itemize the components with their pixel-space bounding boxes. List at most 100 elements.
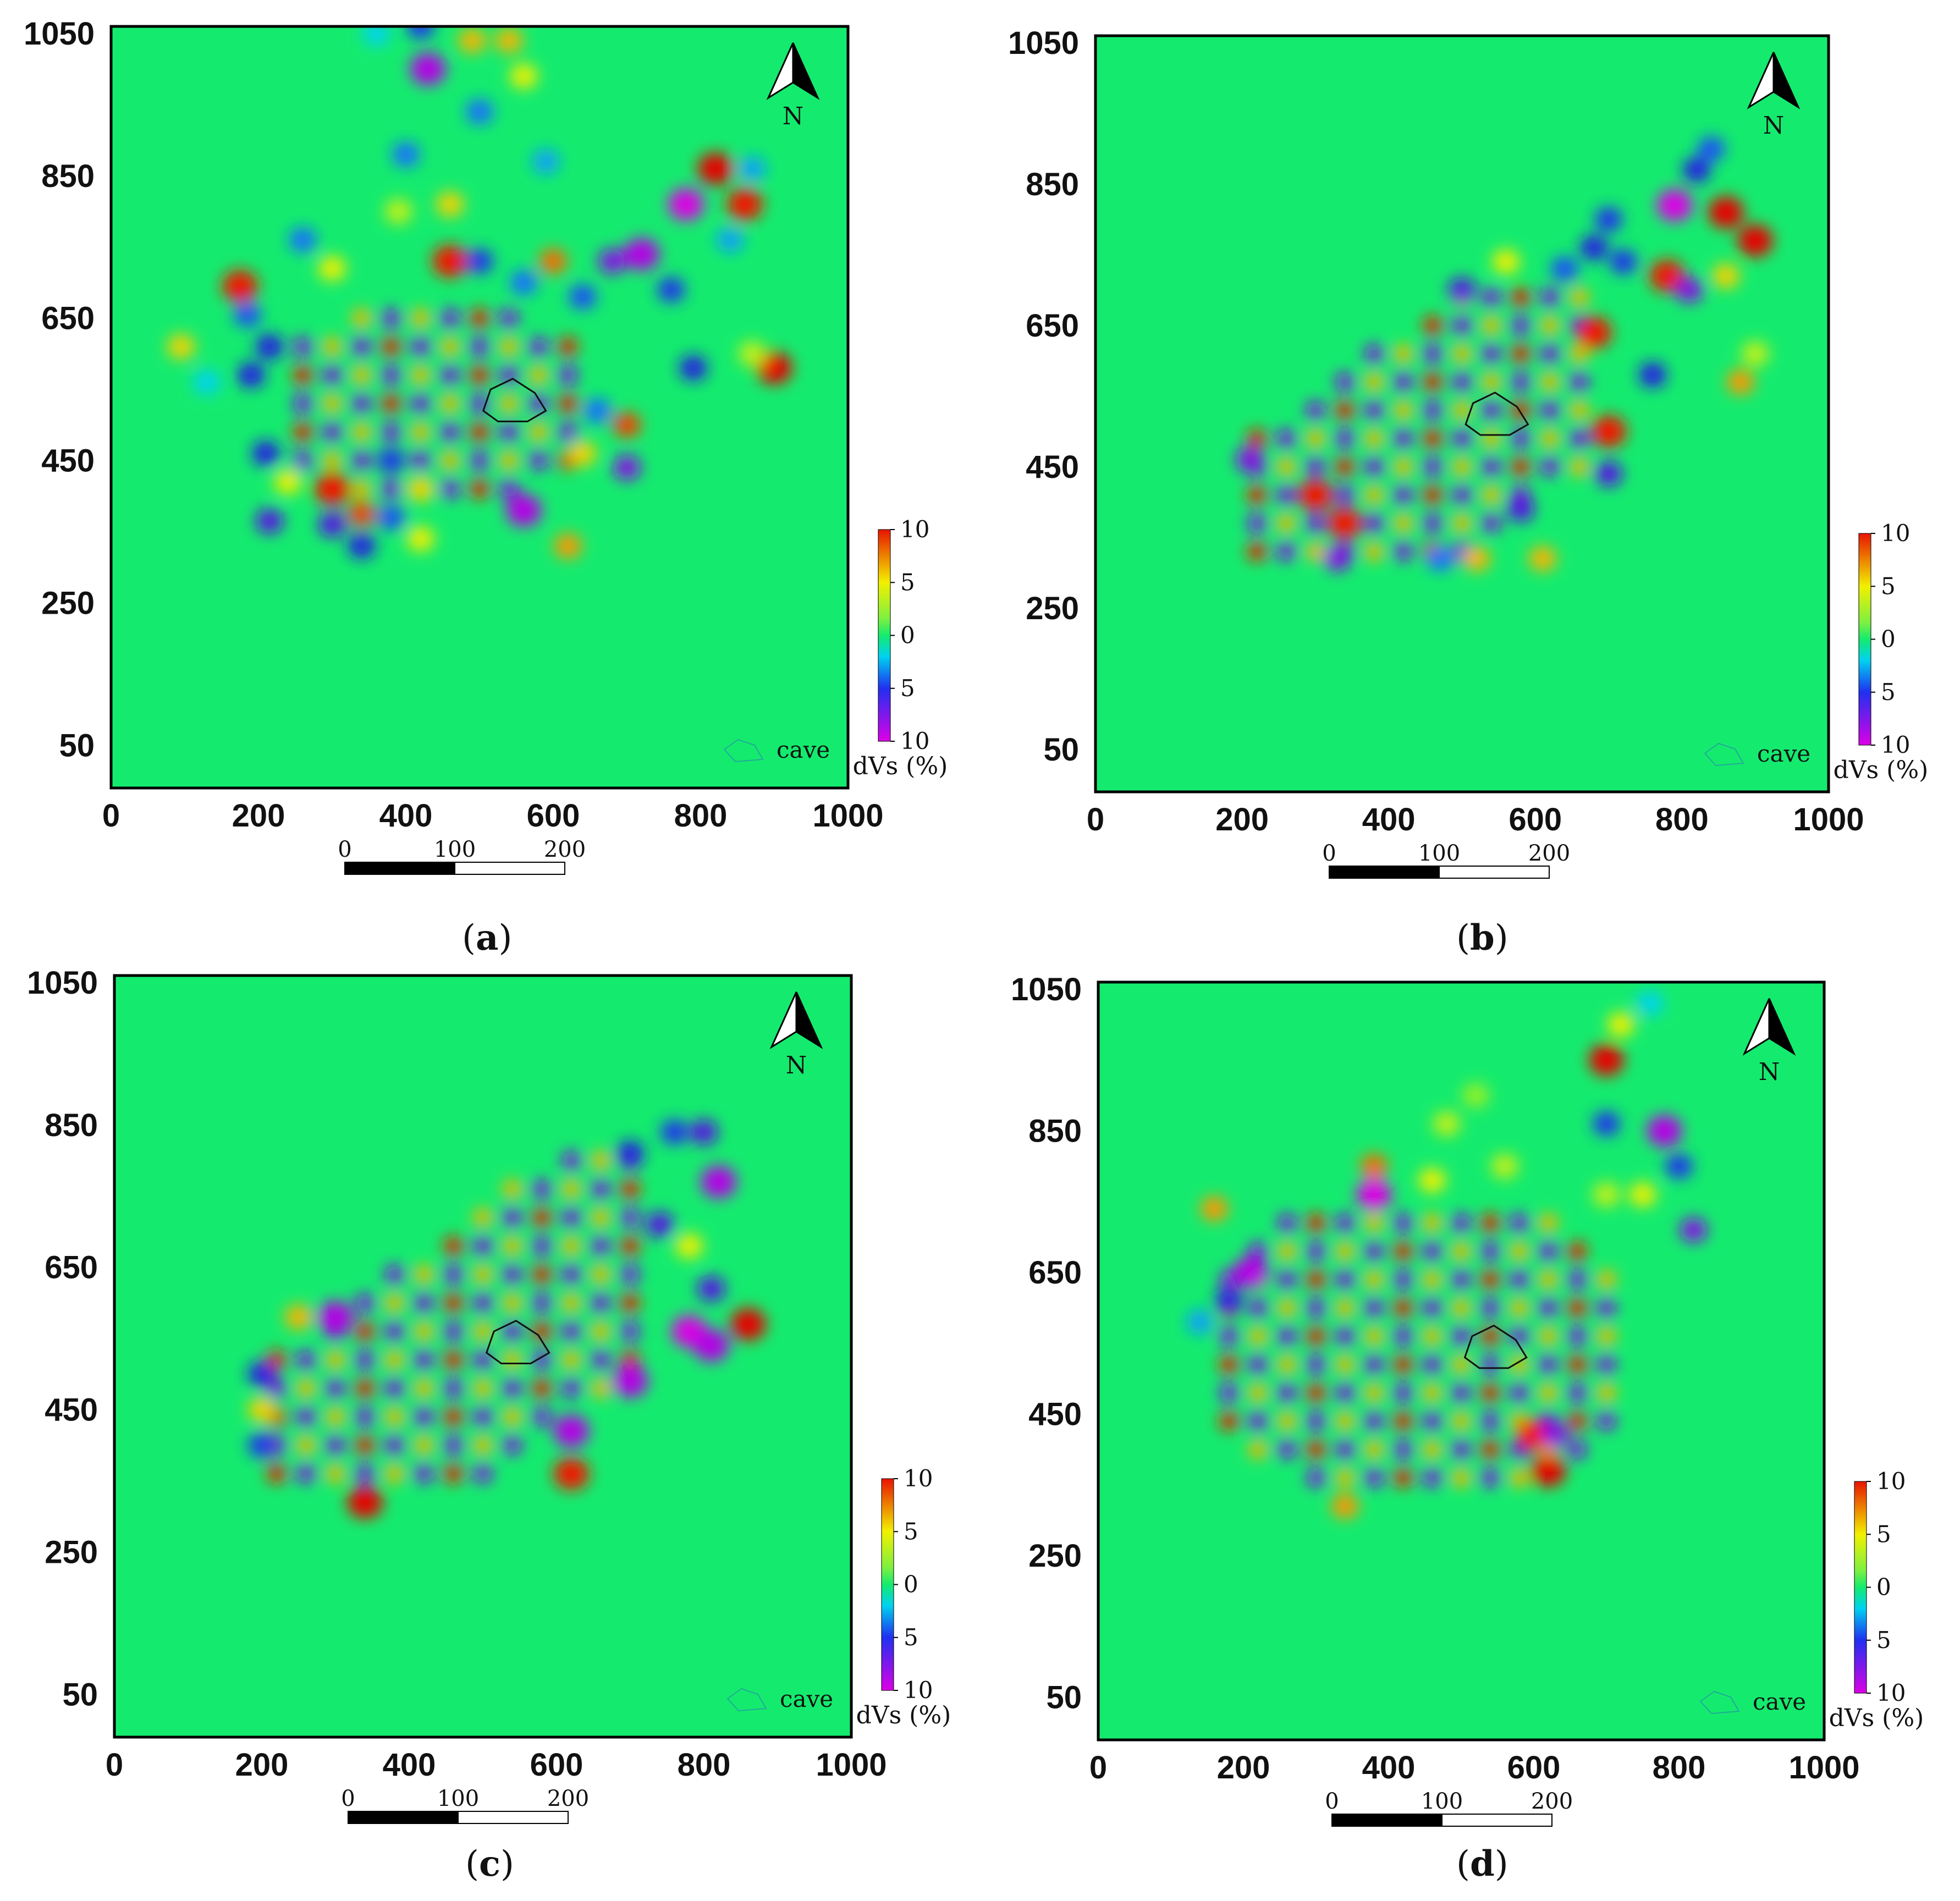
colorbar-tick-label: 5 <box>1876 1520 1891 1547</box>
anomaly-point <box>1463 546 1491 571</box>
grid-anomaly <box>1510 1242 1529 1261</box>
grid-anomaly <box>561 1151 581 1170</box>
cave-legend-label: cave <box>780 1685 833 1712</box>
grid-anomaly <box>1510 1213 1529 1233</box>
grid-anomaly <box>411 422 431 442</box>
grid-anomaly <box>528 365 548 385</box>
anomaly-point <box>318 512 346 537</box>
y-tick-label: 250 <box>1026 591 1079 626</box>
grid-anomaly <box>326 1435 345 1455</box>
anomaly-point <box>1589 1044 1624 1076</box>
grid-anomaly <box>1452 372 1472 392</box>
anomaly-blobs <box>247 1119 766 1519</box>
anomaly-point <box>377 448 405 473</box>
y-tick-label: 450 <box>41 443 95 479</box>
grid-anomaly <box>532 1179 552 1199</box>
cave-legend-icon <box>1704 742 1744 767</box>
grid-anomaly <box>1511 429 1530 448</box>
grid-anomaly <box>1306 1298 1326 1318</box>
colorbar-gradient <box>1858 533 1871 746</box>
anomaly-point <box>738 156 766 181</box>
colorbar-unit-label: dVs (%) <box>1829 1704 1924 1732</box>
cave-legend: cave <box>723 736 830 763</box>
grid-anomaly <box>503 1379 522 1398</box>
grid-anomaly <box>1480 1242 1500 1261</box>
grid-anomaly <box>1306 457 1325 477</box>
anomaly-point <box>1236 447 1263 472</box>
colorbar-gradient <box>878 529 891 742</box>
anomaly-point <box>289 227 317 253</box>
anomaly-point <box>679 355 707 381</box>
anomaly-point <box>1323 546 1351 571</box>
scale-bar: 0 100 200 <box>1325 1789 1573 1827</box>
grid-anomaly <box>1423 1298 1442 1318</box>
grid-anomaly <box>1568 1383 1587 1403</box>
map-frame <box>1094 34 1830 794</box>
grid-anomaly <box>1423 1468 1442 1487</box>
grid-anomaly <box>1423 1440 1442 1459</box>
grid-anomaly <box>443 1293 463 1313</box>
y-tick-label: 50 <box>1043 732 1079 768</box>
grid-anomaly <box>381 479 401 499</box>
grid-anomaly <box>1364 1213 1384 1233</box>
y-tick-label: 850 <box>41 158 95 194</box>
grid-anomaly <box>1306 1270 1326 1290</box>
grid-anomaly <box>1452 344 1472 363</box>
grid-anomaly <box>1423 1213 1442 1233</box>
grid-anomaly <box>532 1379 552 1398</box>
grid-anomaly <box>1394 542 1413 561</box>
cave-legend: cave <box>1704 740 1810 767</box>
anomaly-point <box>1675 277 1703 303</box>
anomaly-point <box>738 341 766 367</box>
grid-anomaly <box>1394 429 1413 448</box>
anomaly-point <box>384 199 412 224</box>
anomaly-point <box>1530 1454 1566 1487</box>
cave-legend-label: cave <box>1757 740 1810 767</box>
grid-anomaly <box>1335 1326 1355 1346</box>
scale-bar-label: 200 <box>547 1786 589 1811</box>
grid-anomaly <box>293 365 312 385</box>
grid-anomaly <box>1451 1242 1471 1261</box>
colorbar-tick-label: 10 <box>900 728 929 754</box>
colorbar-tick-label: 5 <box>900 569 915 596</box>
grid-anomaly <box>1306 1440 1326 1459</box>
grid-anomaly <box>1480 1326 1500 1346</box>
grid-anomaly <box>1364 400 1384 420</box>
anomaly-point <box>1680 1217 1708 1243</box>
grid-anomaly <box>1364 542 1384 561</box>
grid-anomaly <box>470 308 489 328</box>
grid-anomaly <box>381 337 401 356</box>
grid-anomaly <box>443 1236 463 1256</box>
anomaly-layer <box>247 1119 766 1519</box>
grid-anomaly <box>470 422 489 442</box>
grid-anomaly <box>355 1379 375 1398</box>
scale-bar-label: 0 <box>1325 1789 1339 1814</box>
anomaly-point <box>730 1308 766 1341</box>
anomaly-point <box>1529 546 1557 571</box>
x-tick-label: 400 <box>1362 802 1416 837</box>
grid-anomaly <box>1394 1383 1413 1403</box>
x-tick-label: 1000 <box>1793 802 1864 837</box>
grid-anomaly <box>1482 514 1501 533</box>
anomaly-point <box>1201 1196 1228 1221</box>
colorbar-tick-label: 5 <box>1876 1627 1891 1654</box>
grid-anomaly <box>1364 1270 1384 1290</box>
grid-anomaly <box>1306 429 1325 448</box>
grid-anomaly <box>1394 372 1413 392</box>
grid-anomaly <box>503 1179 522 1199</box>
grid-anomaly <box>1423 1326 1442 1346</box>
grid-anomaly <box>293 394 312 414</box>
grid-anomaly <box>1423 372 1443 392</box>
x-tick-label: 800 <box>1655 802 1709 837</box>
anomaly-point <box>1629 1182 1656 1207</box>
north-arrow-icon <box>766 42 820 100</box>
grid-anomaly <box>355 1321 375 1341</box>
grid-anomaly <box>1423 429 1443 448</box>
grid-anomaly <box>532 1265 552 1285</box>
anomaly-point <box>167 334 195 360</box>
grid-anomaly <box>1423 344 1443 363</box>
anomaly-point <box>539 249 568 274</box>
map-frame <box>113 974 853 1739</box>
grid-anomaly <box>1364 1468 1384 1487</box>
